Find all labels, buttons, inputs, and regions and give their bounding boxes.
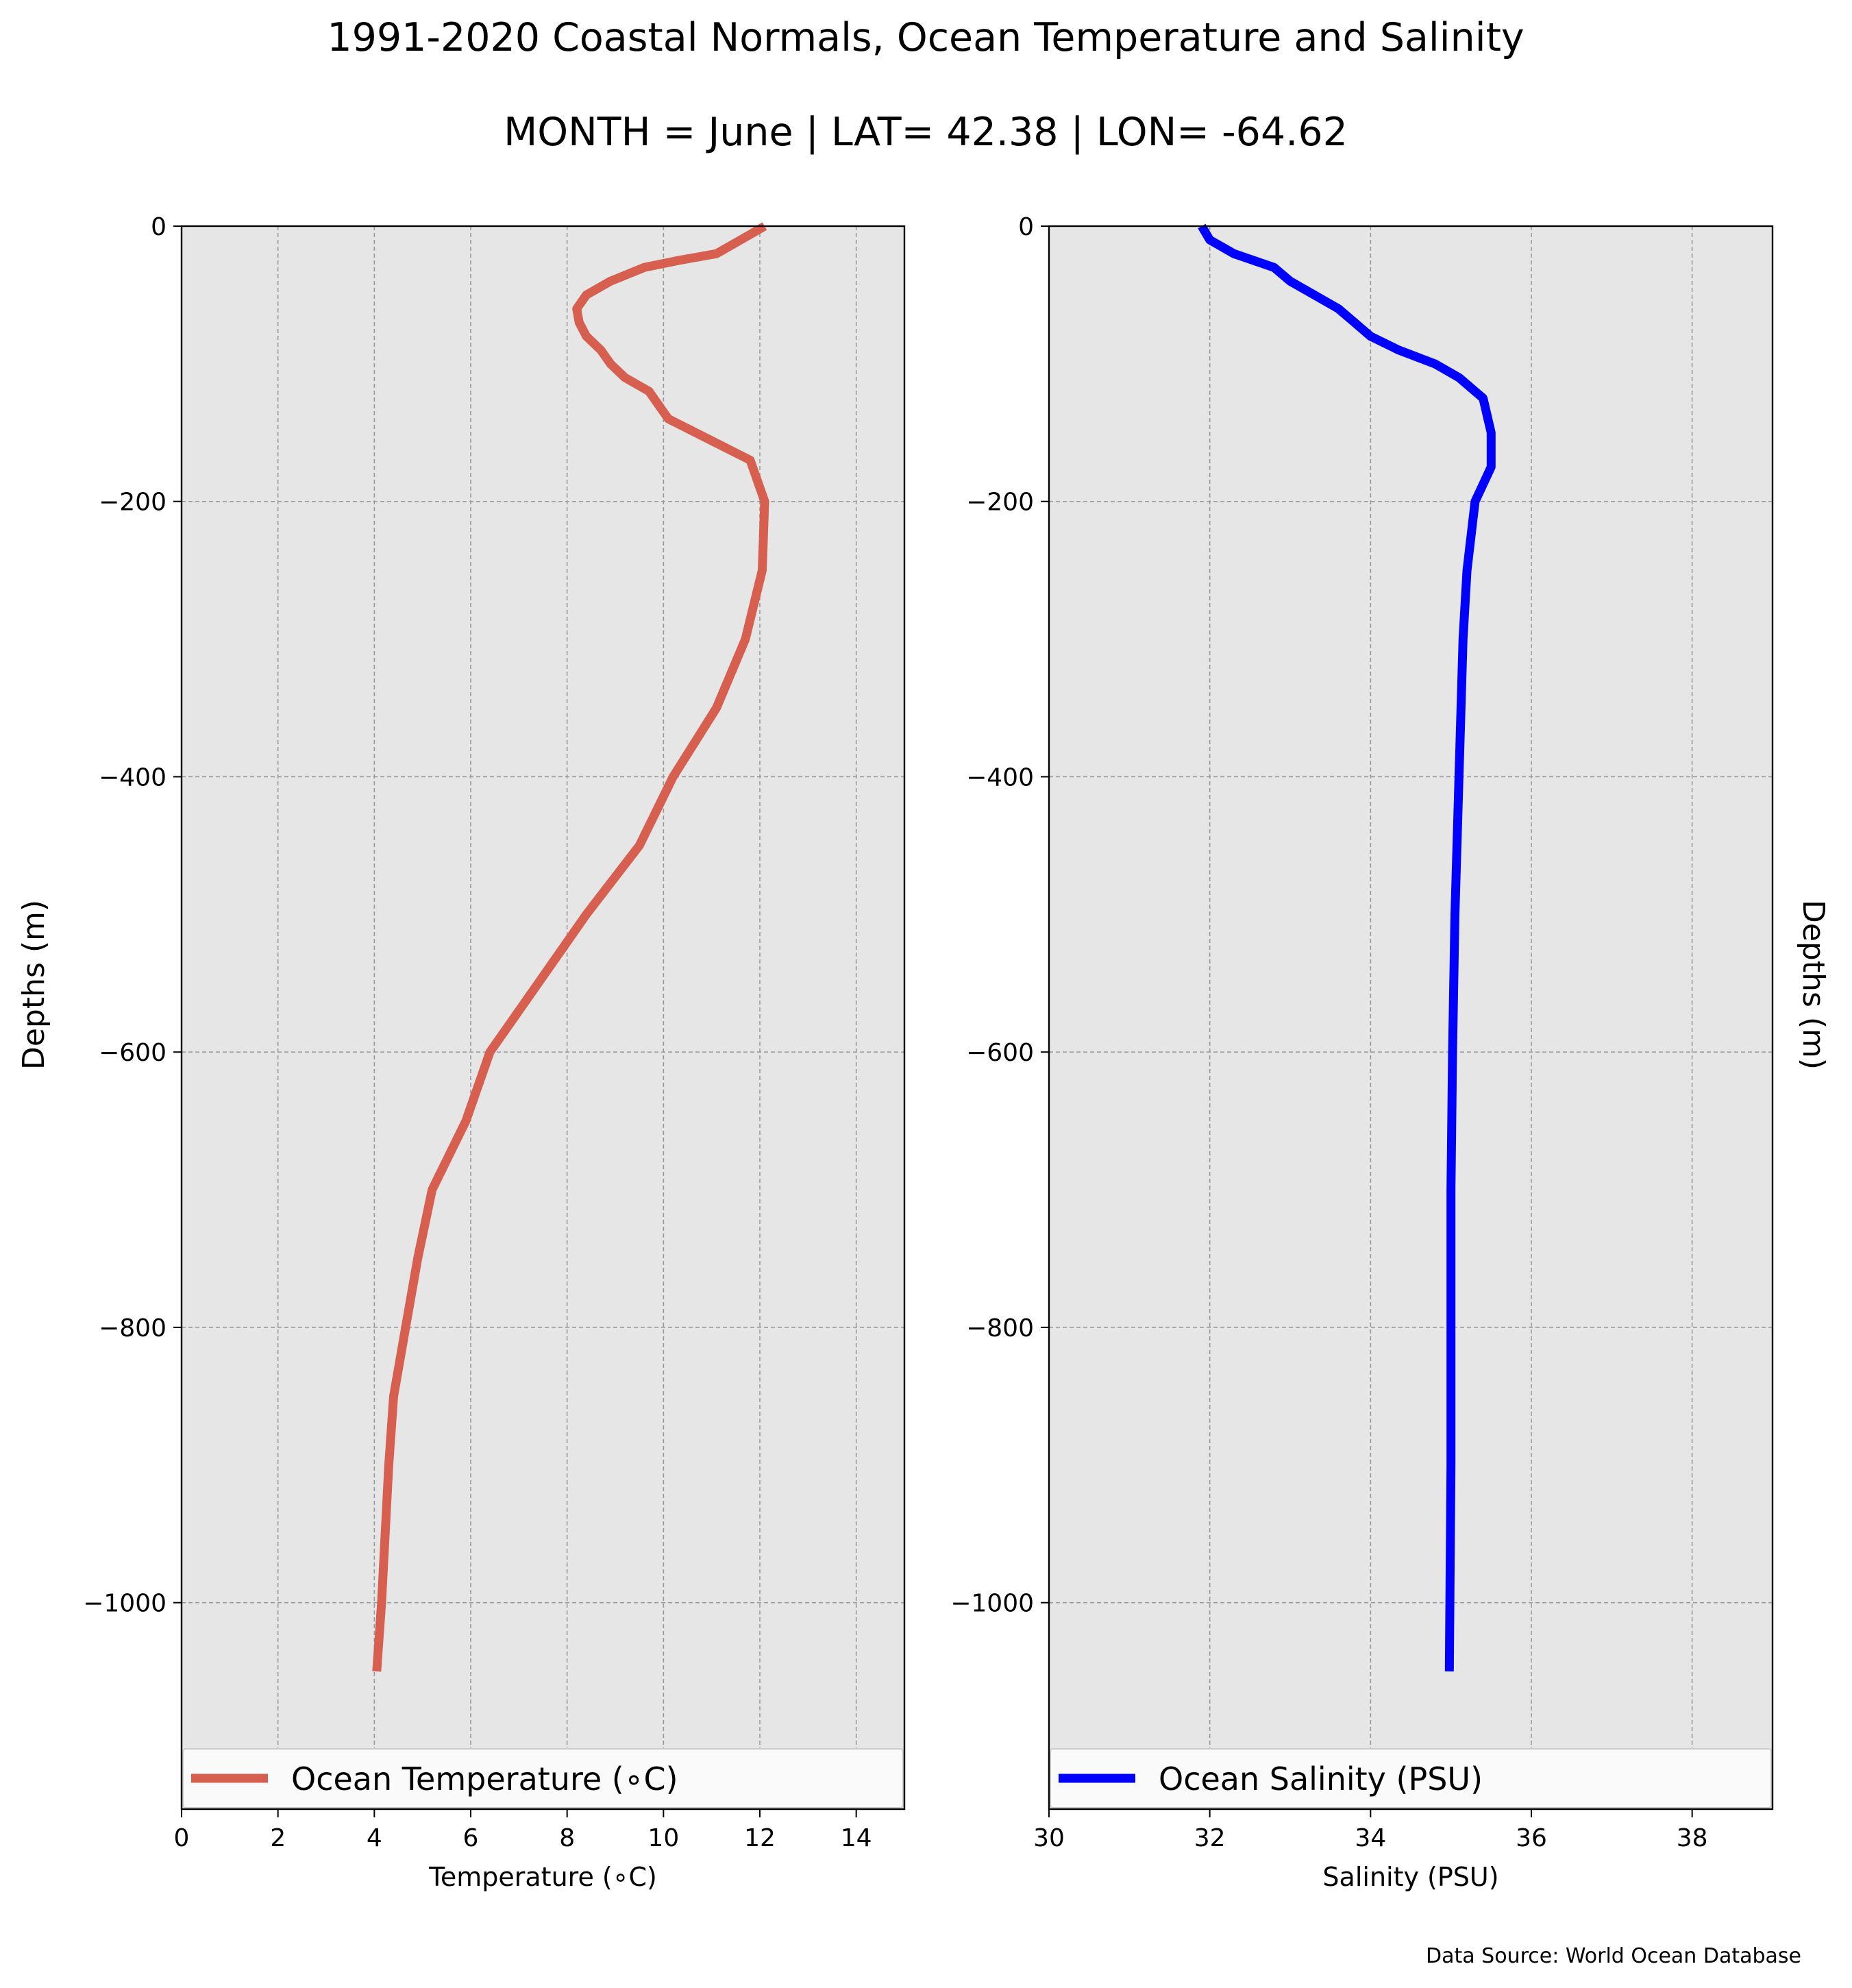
x-tick-label: 38 bbox=[1677, 1824, 1708, 1852]
plot-area bbox=[182, 226, 904, 1809]
left-y-axis-label: Depths (m) bbox=[16, 900, 51, 1070]
y-tick-label: −200 bbox=[966, 489, 1034, 517]
axes-frame bbox=[180, 225, 906, 1811]
x-tick-label: 36 bbox=[1516, 1824, 1547, 1852]
x-tick-label: 0 bbox=[174, 1824, 190, 1852]
x-tick-label: 6 bbox=[463, 1824, 479, 1852]
y-tick-label: −800 bbox=[99, 1314, 166, 1342]
y-tick-label: 0 bbox=[1018, 213, 1034, 241]
x-tick-label: 34 bbox=[1355, 1824, 1386, 1852]
data-source-note: Data Source: World Ocean Database bbox=[1426, 1944, 1801, 1968]
x-tick-label: 12 bbox=[744, 1824, 776, 1852]
x-tick-label: 2 bbox=[270, 1824, 286, 1852]
x-tick-label: 8 bbox=[559, 1824, 575, 1852]
y-tick-label: −1000 bbox=[83, 1590, 166, 1618]
x-tick-label: 30 bbox=[1033, 1824, 1065, 1852]
y-tick-label: −600 bbox=[966, 1039, 1034, 1067]
y-tick-label: −200 bbox=[99, 489, 166, 517]
x-tick-label: 4 bbox=[367, 1824, 382, 1852]
series-line bbox=[1198, 223, 1496, 1672]
legend-box bbox=[1050, 1748, 1772, 1808]
chart-title: 1991-2020 Coastal Normals, Ocean Tempera… bbox=[327, 15, 1524, 60]
y-tick-label: 0 bbox=[151, 213, 166, 241]
x-tick-label: 10 bbox=[647, 1824, 679, 1852]
legend-box bbox=[182, 1748, 904, 1808]
x-axis-label: Temperature (∘C) bbox=[428, 1862, 657, 1892]
salinity-panel: 30 32 34 36 38 0 −200 −400 −600 −800 −1000 Ocean Sa… bbox=[950, 213, 1774, 1892]
right-y-axis-label: Depths (m) bbox=[1796, 900, 1831, 1070]
y-tick-label: −600 bbox=[99, 1039, 166, 1067]
legend-label: Ocean Temperature (∘C) bbox=[291, 1760, 678, 1797]
chart-subtitle: MONTH = June | LAT= 42.38 | LON= -64.62 bbox=[504, 110, 1348, 155]
x-axis-label: Salinity (PSU) bbox=[1322, 1862, 1498, 1892]
y-tick-label: −1000 bbox=[950, 1590, 1034, 1618]
x-tick-label: 14 bbox=[841, 1824, 872, 1852]
y-tick-label: −400 bbox=[99, 763, 166, 791]
temperature-panel: 0 2 4 6 8 10 12 14 0 −200 −400 −600 −800 −1000 Ocean T… bbox=[83, 213, 906, 1892]
x-tick-label: 32 bbox=[1194, 1824, 1226, 1852]
plot-area bbox=[1049, 226, 1773, 1809]
y-tick-label: −400 bbox=[966, 763, 1034, 791]
series-line bbox=[372, 222, 769, 1672]
y-tick-label: −800 bbox=[966, 1314, 1034, 1342]
legend-label: Ocean Salinity (PSU) bbox=[1159, 1760, 1483, 1797]
axes-frame bbox=[1048, 225, 1774, 1811]
